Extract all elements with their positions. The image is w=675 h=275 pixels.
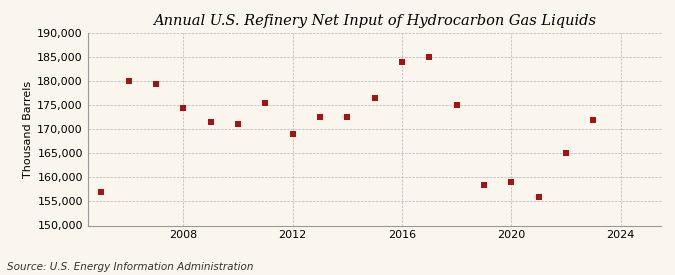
Point: [369, 96, 380, 100]
Y-axis label: Thousand Barrels: Thousand Barrels: [23, 81, 33, 178]
Point: [342, 115, 353, 119]
Point: [288, 132, 298, 136]
Point: [96, 190, 107, 194]
Point: [260, 101, 271, 105]
Point: [396, 60, 407, 64]
Point: [479, 182, 489, 187]
Point: [424, 55, 435, 59]
Point: [560, 151, 571, 156]
Point: [588, 117, 599, 122]
Point: [451, 103, 462, 107]
Point: [151, 81, 161, 86]
Point: [533, 194, 544, 199]
Point: [205, 120, 216, 124]
Point: [178, 105, 189, 110]
Text: Source: U.S. Energy Information Administration: Source: U.S. Energy Information Administ…: [7, 262, 253, 272]
Title: Annual U.S. Refinery Net Input of Hydrocarbon Gas Liquids: Annual U.S. Refinery Net Input of Hydroc…: [153, 14, 596, 28]
Point: [124, 79, 134, 83]
Point: [315, 115, 325, 119]
Point: [233, 122, 244, 127]
Point: [506, 180, 516, 184]
